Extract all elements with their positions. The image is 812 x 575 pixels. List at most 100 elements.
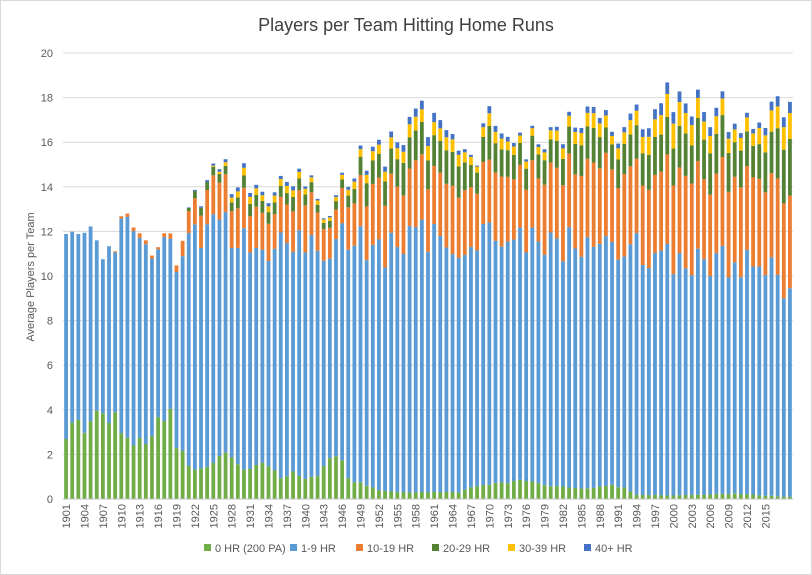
bar-segment — [266, 203, 271, 207]
x-tick-label: 1985 — [576, 504, 588, 528]
bar-segment — [113, 252, 118, 413]
bar-segment — [278, 179, 283, 186]
bar-segment — [775, 274, 780, 497]
bar-segment — [511, 179, 516, 240]
bar-segment — [235, 247, 240, 465]
bar-segment — [610, 135, 614, 145]
bar-segment — [610, 484, 614, 499]
bar-segment — [211, 175, 216, 215]
bar-segment — [622, 487, 627, 499]
bar-segment — [493, 172, 498, 241]
bar-segment — [646, 128, 651, 137]
bar-segment — [469, 154, 473, 157]
bar-segment — [407, 137, 412, 169]
bar-segment — [186, 465, 191, 499]
bar-segment — [266, 466, 271, 499]
bar-segment — [640, 129, 645, 137]
y-axis-label: Average Players per Team — [25, 212, 37, 341]
bar-segment — [377, 153, 381, 178]
bar-segment — [567, 227, 571, 488]
x-tick-label: 2006 — [705, 504, 717, 528]
bar-segment — [285, 181, 289, 186]
bar-segment — [217, 169, 222, 172]
bar-segment — [604, 115, 608, 128]
bar-segment — [683, 175, 688, 269]
bar-segment — [413, 108, 418, 117]
bar-segment — [291, 251, 295, 472]
bar-segment — [315, 250, 320, 477]
bar-segment — [168, 238, 173, 409]
bar-segment — [76, 419, 81, 499]
bar-segment — [272, 195, 277, 203]
bar-segment — [751, 128, 756, 134]
bar-segment — [377, 239, 381, 491]
x-tick-label: 1967 — [466, 504, 478, 528]
bar-segment — [738, 494, 743, 499]
bar-segment — [720, 98, 725, 116]
bar-segment — [444, 150, 449, 184]
bar-segment — [248, 196, 252, 204]
bar-segment — [174, 448, 179, 499]
bar-segment — [413, 116, 418, 131]
bar-segment — [150, 436, 154, 499]
bar-segment — [180, 240, 185, 257]
bar-segment — [107, 422, 111, 499]
y-tick-label: 0 — [47, 494, 53, 506]
bar-segment — [505, 136, 510, 142]
x-tick-label: 1901 — [61, 504, 73, 528]
bar-segment — [383, 490, 387, 499]
bar-segment — [475, 486, 479, 499]
bar-segment — [511, 239, 516, 481]
bar-segment — [438, 492, 443, 499]
bar-segment — [585, 237, 590, 489]
bar-segment — [524, 168, 529, 190]
bar-segment — [487, 125, 492, 160]
bar-segment — [561, 158, 565, 186]
bar-segment — [64, 439, 68, 499]
x-tick-label: 2012 — [742, 504, 754, 528]
bar-segment — [788, 288, 792, 497]
bar-segment — [585, 112, 590, 127]
bar-segment — [628, 113, 633, 121]
x-tick-label: 1931 — [245, 504, 257, 528]
bar-segment — [456, 154, 461, 167]
bar-segment — [689, 494, 694, 499]
bar-segment — [708, 153, 713, 195]
bar-segment — [321, 219, 326, 223]
bar-segment — [291, 471, 295, 499]
bar-segment — [248, 192, 252, 197]
bar-segment — [659, 103, 664, 116]
bar-segment — [229, 211, 234, 249]
bar-segment — [702, 179, 706, 260]
y-tick-label: 8 — [47, 316, 53, 328]
bar-segment — [389, 148, 394, 174]
bar-segment — [788, 113, 792, 139]
bar-segment — [401, 195, 406, 254]
bar-segment — [726, 138, 731, 154]
legend-swatch — [204, 544, 211, 551]
bar-segment — [309, 175, 314, 178]
bar-segment — [518, 132, 522, 136]
bar-segment — [505, 150, 510, 177]
bar-segment — [260, 249, 265, 463]
bar-segment — [726, 132, 731, 139]
bar-segment — [340, 174, 345, 180]
bar-segment — [487, 113, 492, 126]
x-tick-label: 1976 — [521, 504, 533, 528]
bar-segment — [113, 412, 118, 499]
bar-segment — [487, 106, 492, 114]
bar-segment — [413, 227, 418, 493]
bar-segment — [616, 259, 621, 488]
bar-segment — [217, 219, 222, 457]
bar-segment — [303, 194, 308, 206]
bar-segment — [450, 151, 455, 186]
bar-segment — [634, 494, 639, 499]
bar-segment — [462, 190, 467, 255]
bar-segment — [260, 191, 265, 196]
bar-segment — [548, 162, 553, 233]
bar-segment — [469, 246, 473, 488]
legend-swatch — [290, 544, 297, 551]
x-tick-label: 1928 — [227, 504, 239, 528]
bar-segment — [278, 232, 283, 479]
x-tick-label: 1964 — [448, 504, 460, 528]
